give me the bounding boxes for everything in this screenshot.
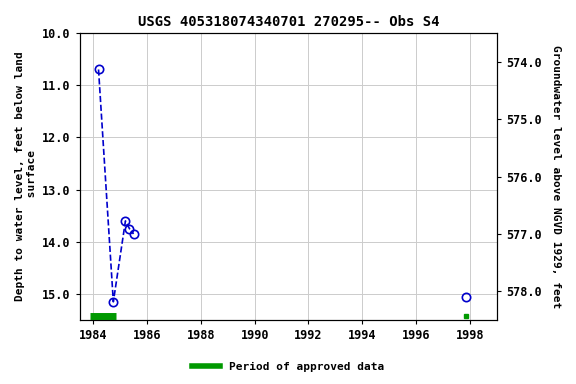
Legend: Period of approved data: Period of approved data bbox=[188, 358, 388, 377]
Y-axis label: Groundwater level above NGVD 1929, feet: Groundwater level above NGVD 1929, feet bbox=[551, 45, 561, 308]
Title: USGS 405318074340701 270295-- Obs S4: USGS 405318074340701 270295-- Obs S4 bbox=[138, 15, 439, 29]
Y-axis label: Depth to water level, feet below land
 surface: Depth to water level, feet below land su… bbox=[15, 51, 37, 301]
